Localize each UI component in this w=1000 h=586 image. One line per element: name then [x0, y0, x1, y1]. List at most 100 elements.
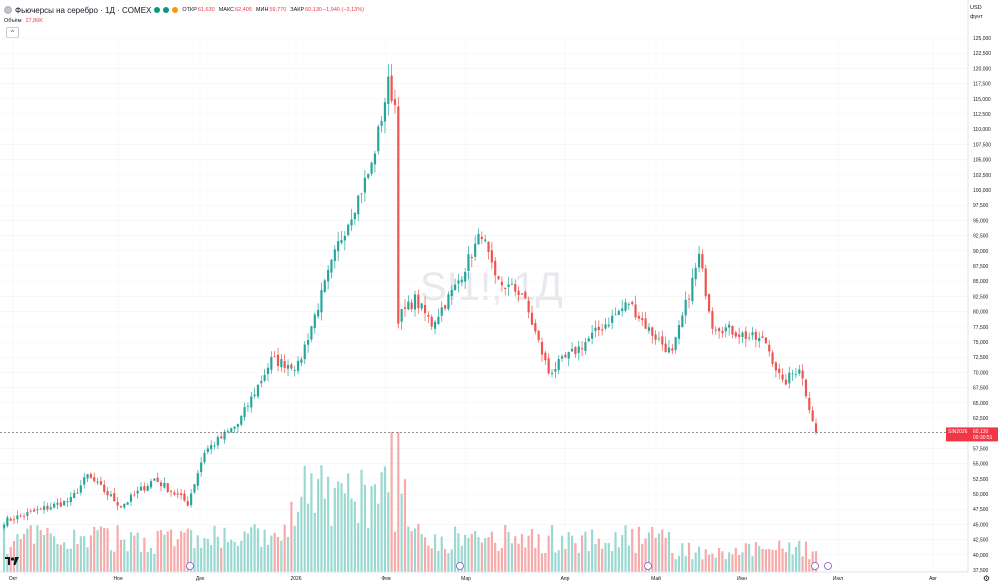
volume-bar: [581, 535, 584, 572]
volume-bar: [109, 550, 113, 572]
volume-bar: [430, 548, 433, 572]
candle-body: [363, 177, 366, 193]
volume-bar: [500, 547, 503, 572]
candle-body: [657, 338, 661, 340]
collapse-legend-button[interactable]: ^: [6, 27, 19, 38]
candle-body: [697, 253, 701, 268]
candle-body: [514, 284, 517, 292]
candle-body: [36, 509, 39, 511]
volume-bar: [480, 542, 483, 572]
symbol-title[interactable]: Фьючерсы на серебро · 1Д · COMEX: [15, 5, 152, 15]
candle-body: [310, 326, 313, 340]
tradingview-logo[interactable]: [4, 555, 20, 567]
candle-body: [43, 506, 46, 510]
candle-body: [313, 314, 316, 329]
candle-body: [59, 502, 62, 507]
volume-bar: [664, 537, 667, 572]
candle-body: [550, 372, 554, 374]
candle-body: [286, 365, 290, 369]
volume-bar: [216, 536, 219, 572]
volume-bar: [534, 547, 537, 572]
volume-bar: [547, 535, 550, 572]
volume-label[interactable]: Объём: [4, 18, 22, 24]
candle-body: [701, 254, 704, 269]
volume-bar: [169, 529, 173, 572]
candle-body: [46, 505, 49, 510]
candle-body: [216, 436, 219, 446]
candle-body: [53, 503, 56, 508]
price-tick-label: 102,500: [973, 173, 991, 179]
volume-bar: [357, 522, 360, 572]
volume-bar: [350, 498, 353, 572]
volume-bar: [43, 534, 46, 572]
volume-bar: [377, 503, 380, 572]
candle-body: [260, 380, 263, 384]
candle-body: [611, 315, 614, 323]
volume-bar: [607, 543, 610, 572]
volume-bar: [651, 526, 654, 572]
event-marker-icon[interactable]: [186, 562, 194, 570]
candle-body: [530, 312, 534, 325]
volume-bar: [49, 533, 52, 572]
candle-body: [754, 331, 757, 340]
price-tick-label: 85,000: [973, 279, 989, 285]
price-tick-label: 45,000: [973, 522, 989, 528]
high-label: МАКС: [218, 7, 235, 13]
volume-bar: [574, 543, 577, 572]
low-value: 59,770: [269, 7, 287, 13]
volume-bar: [176, 539, 179, 572]
candle-body: [367, 173, 370, 178]
currency-selector[interactable]: USD фунт: [970, 4, 996, 32]
candle-body: [788, 372, 791, 384]
candle-body: [520, 293, 524, 295]
volume-bar: [444, 549, 447, 572]
candle-body: [29, 510, 32, 512]
volume-bar: [367, 527, 370, 572]
candle-body: [246, 405, 250, 407]
volume-bar: [360, 469, 363, 572]
candle-body: [276, 354, 280, 367]
candle-body: [647, 327, 651, 331]
event-marker-icon[interactable]: [824, 562, 832, 570]
volume-bar: [36, 525, 39, 572]
price-axis[interactable]: 125,000 122,500 120,000 117,500 115,000 112,5…: [973, 36, 991, 574]
volume-bar: [330, 525, 333, 572]
close-label: ЗАКР: [290, 7, 305, 13]
volume-bar: [751, 556, 754, 572]
event-marker-icon[interactable]: [811, 562, 819, 570]
candle-body: [584, 342, 587, 351]
price-tick-label: 47,500: [973, 507, 989, 513]
candle-body: [323, 280, 326, 293]
candle-body: [447, 294, 450, 310]
volume-bar: [286, 536, 290, 572]
price-tick-label: 70,000: [973, 370, 989, 376]
volume-bar: [230, 539, 233, 572]
price-tick-label: 125,000: [973, 36, 991, 42]
candle-body: [581, 348, 584, 350]
volume-bar: [768, 548, 771, 572]
volume-bar: [196, 535, 199, 572]
time-axis[interactable]: Окт Ноя Дек 2026 Фев Мар Апр Май Июн Июл Авг: [9, 575, 937, 582]
price-tick-label: 67,500: [973, 386, 989, 392]
event-marker-icon[interactable]: [644, 562, 652, 570]
volume-bar: [774, 550, 777, 572]
volume-bar: [390, 432, 393, 572]
candle-body: [290, 364, 293, 369]
time-tick-label: Мар: [461, 576, 471, 582]
candle-body: [487, 241, 490, 252]
candle-body: [116, 502, 119, 506]
volume-bar: [260, 546, 263, 572]
candle-body: [340, 239, 343, 244]
volume-bar: [667, 531, 671, 572]
candle-body: [337, 241, 340, 252]
candle-body: [440, 307, 443, 316]
time-tick-label: 2026: [290, 576, 301, 582]
volume-bar: [490, 531, 493, 572]
candle-body: [296, 360, 300, 371]
volume-bar: [186, 528, 189, 572]
candle-body: [113, 493, 116, 502]
gear-icon[interactable]: ⚙: [982, 574, 991, 583]
event-marker-icon[interactable]: [456, 562, 464, 570]
candle-body: [190, 493, 193, 506]
